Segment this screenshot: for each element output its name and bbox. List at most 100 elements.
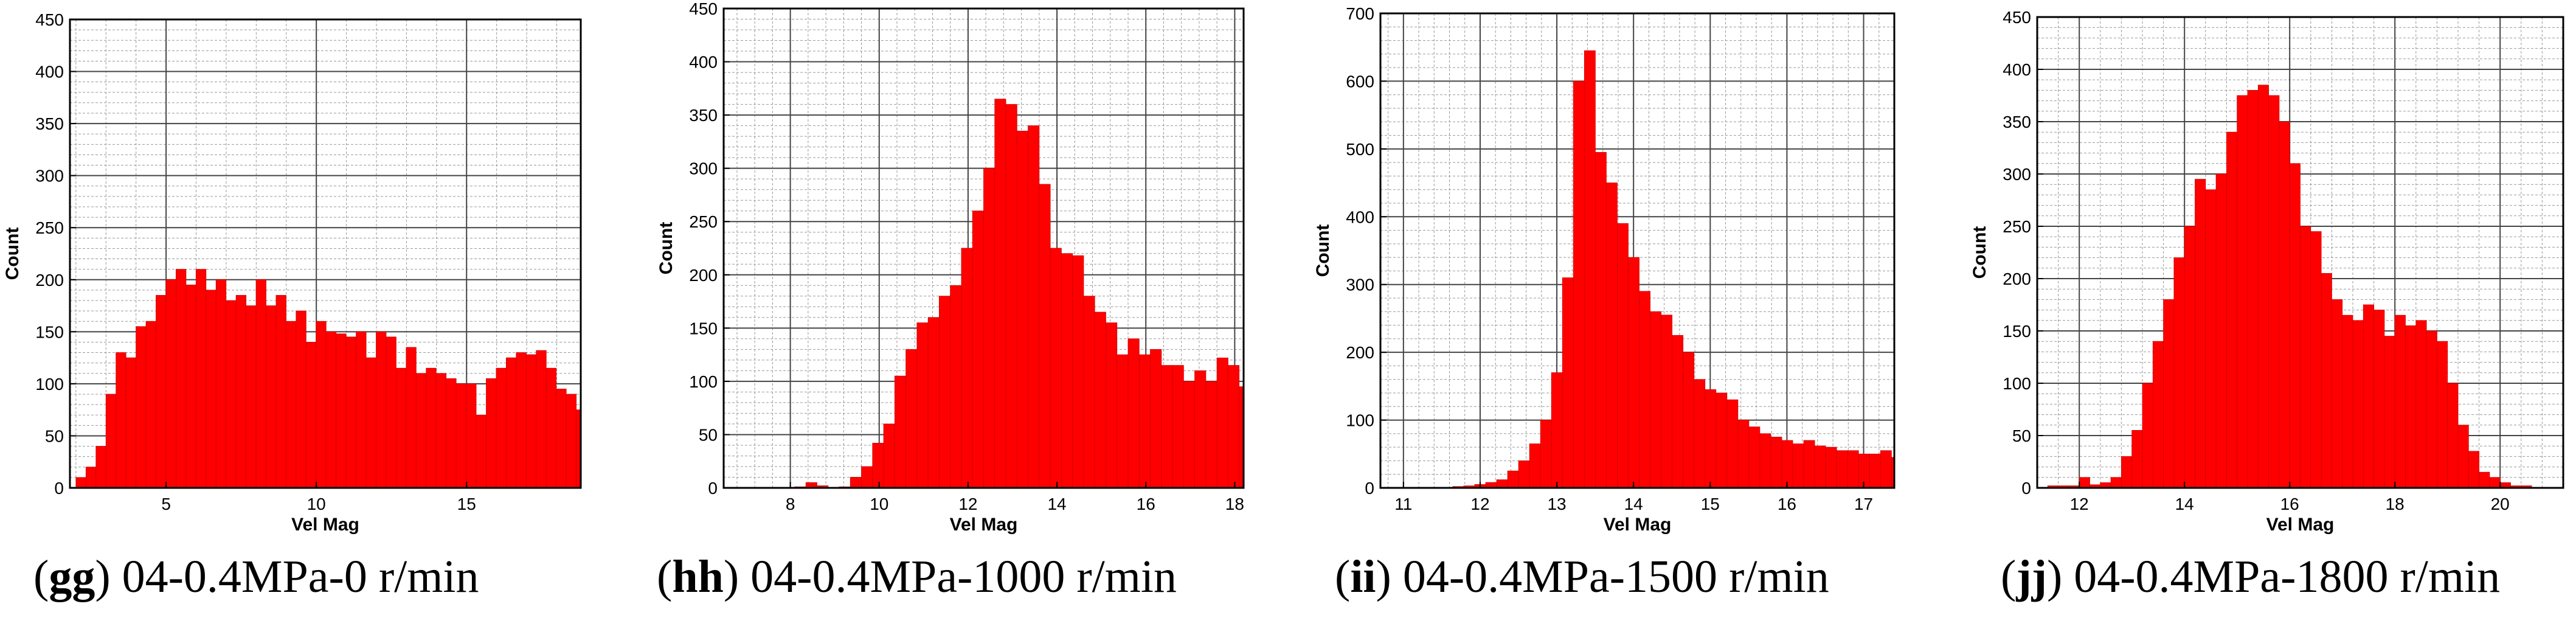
caption-panel-label: ii (1350, 551, 1376, 602)
histogram-bar (2447, 383, 2459, 488)
histogram-bar (961, 248, 973, 488)
histogram-bar (2342, 314, 2353, 488)
histogram-bar (365, 357, 376, 488)
histogram-bar (1869, 453, 1881, 488)
histogram-bar (446, 378, 457, 488)
caption-jj: (jj) 04-0.4MPa-1800 r/min (2001, 551, 2501, 602)
x-axis-label: Vel Mag (1604, 515, 1672, 535)
histogram-bar (1117, 354, 1129, 488)
y-tick-label: 100 (2003, 374, 2031, 393)
histogram-bar (2436, 341, 2448, 488)
caption-text: 04-0.4MPa-1500 r/min (1402, 551, 1829, 602)
x-tick-label: 5 (161, 495, 171, 513)
histogram-bar (1573, 81, 1585, 488)
histogram-bar (386, 336, 396, 488)
histogram-bar (2373, 310, 2385, 488)
histogram-bar (95, 446, 106, 488)
histogram-bar (325, 331, 337, 488)
histogram-bar (336, 333, 347, 488)
histogram-bar (1216, 357, 1228, 488)
histogram-bar (145, 321, 156, 488)
y-tick-label: 400 (35, 63, 64, 82)
histogram-bar (1661, 314, 1673, 488)
histogram-bar (525, 354, 537, 488)
plot-frame (69, 18, 582, 489)
y-tick-label: 150 (689, 319, 718, 338)
y-tick-label: 300 (35, 167, 64, 186)
y-tick-label: 450 (689, 0, 718, 18)
histogram-bar (286, 321, 297, 488)
histogram-bar (105, 394, 117, 488)
histogram-bar (883, 423, 895, 488)
histogram-bar (2300, 226, 2311, 488)
histogram-bar (2289, 163, 2301, 488)
y-tick-label: 300 (1346, 276, 1374, 294)
x-tick-label: 14 (1047, 495, 1066, 513)
histogram-bar (1847, 450, 1859, 488)
histogram-bar (2131, 430, 2143, 488)
histogram-bar (2142, 383, 2153, 488)
x-tick-label: 16 (1137, 495, 1155, 513)
histogram-bar (1061, 253, 1073, 488)
histogram-bar (1770, 437, 1782, 488)
histogram-bar (1127, 338, 1140, 488)
histogram-bar (2352, 320, 2364, 488)
y-tick-label: 100 (689, 372, 718, 391)
caption-text: 04-0.4MPa-1800 r/min (2074, 551, 2501, 602)
histogram-bar (2268, 95, 2280, 488)
histogram-bar (950, 285, 962, 488)
chart-panel-jj: 0 50 100 150 200 250 300 350 400 450 12 14 16 18 20 Vel… (1970, 8, 2564, 535)
histogram-bar (2215, 173, 2227, 488)
histogram-bar (486, 378, 497, 488)
y-tick-label: 50 (45, 426, 64, 445)
histogram-bar (556, 389, 567, 488)
chart-panel-hh: 0 50 100 150 200 250 300 350 400 450 8 10 12 14 16 18 Ve… (656, 0, 1245, 535)
y-tick-label: 250 (689, 212, 718, 231)
histogram-bar (2152, 341, 2164, 488)
x-tick-label: 16 (1778, 495, 1796, 513)
histogram-bar (136, 326, 147, 488)
histogram-bar (1759, 433, 1771, 488)
histogram-bar (455, 383, 466, 488)
histogram-bar (894, 375, 907, 488)
histogram-bar (476, 414, 486, 488)
histogram-bar (296, 310, 306, 488)
histogram-bar (1792, 443, 1804, 488)
y-tick-label: 350 (35, 114, 64, 133)
chart-panel-gg: 0 50 100 150 200 250 300 350 400 450 5 10 15 Vel Mag C… (2, 10, 582, 535)
histogram-bar (1094, 311, 1106, 488)
histogram-bar (1781, 440, 1793, 488)
histogram-bar (2331, 299, 2343, 488)
x-tick-label: 10 (870, 495, 888, 513)
x-tick-label: 18 (2386, 495, 2405, 513)
histogram-bar (255, 279, 266, 488)
histogram-bar (356, 331, 367, 488)
y-tick-label: 200 (2003, 269, 2031, 288)
histogram-bar (916, 322, 929, 488)
histogram-bar (566, 394, 576, 488)
x-axis-label: Vel Mag (291, 515, 359, 535)
histogram-bar (1836, 450, 1848, 488)
histogram-bar (1628, 257, 1639, 488)
histogram-bar (2173, 257, 2185, 488)
y-tick-label: 300 (2003, 165, 2031, 184)
histogram-bar (396, 367, 407, 488)
histogram-bar (1737, 420, 1750, 488)
y-axis-label: Count (1313, 224, 1333, 277)
histogram-bar (1540, 420, 1552, 488)
y-tick-label: 700 (1346, 4, 1374, 23)
histogram-bar (516, 352, 527, 488)
histogram-bar (2163, 299, 2175, 488)
x-tick-label: 14 (1624, 495, 1643, 513)
histogram-bar (345, 336, 356, 488)
histogram-bar (235, 295, 247, 488)
histogram-bar (156, 295, 167, 488)
y-tick-label: 300 (689, 159, 718, 178)
y-tick-label: 400 (1346, 207, 1374, 226)
histogram-bar (226, 300, 237, 488)
histogram-bar (983, 168, 995, 488)
y-tick-label: 50 (699, 425, 718, 444)
caption-text: 04-0.4MPa-1000 r/min (750, 551, 1177, 602)
histogram-bar (406, 347, 417, 488)
